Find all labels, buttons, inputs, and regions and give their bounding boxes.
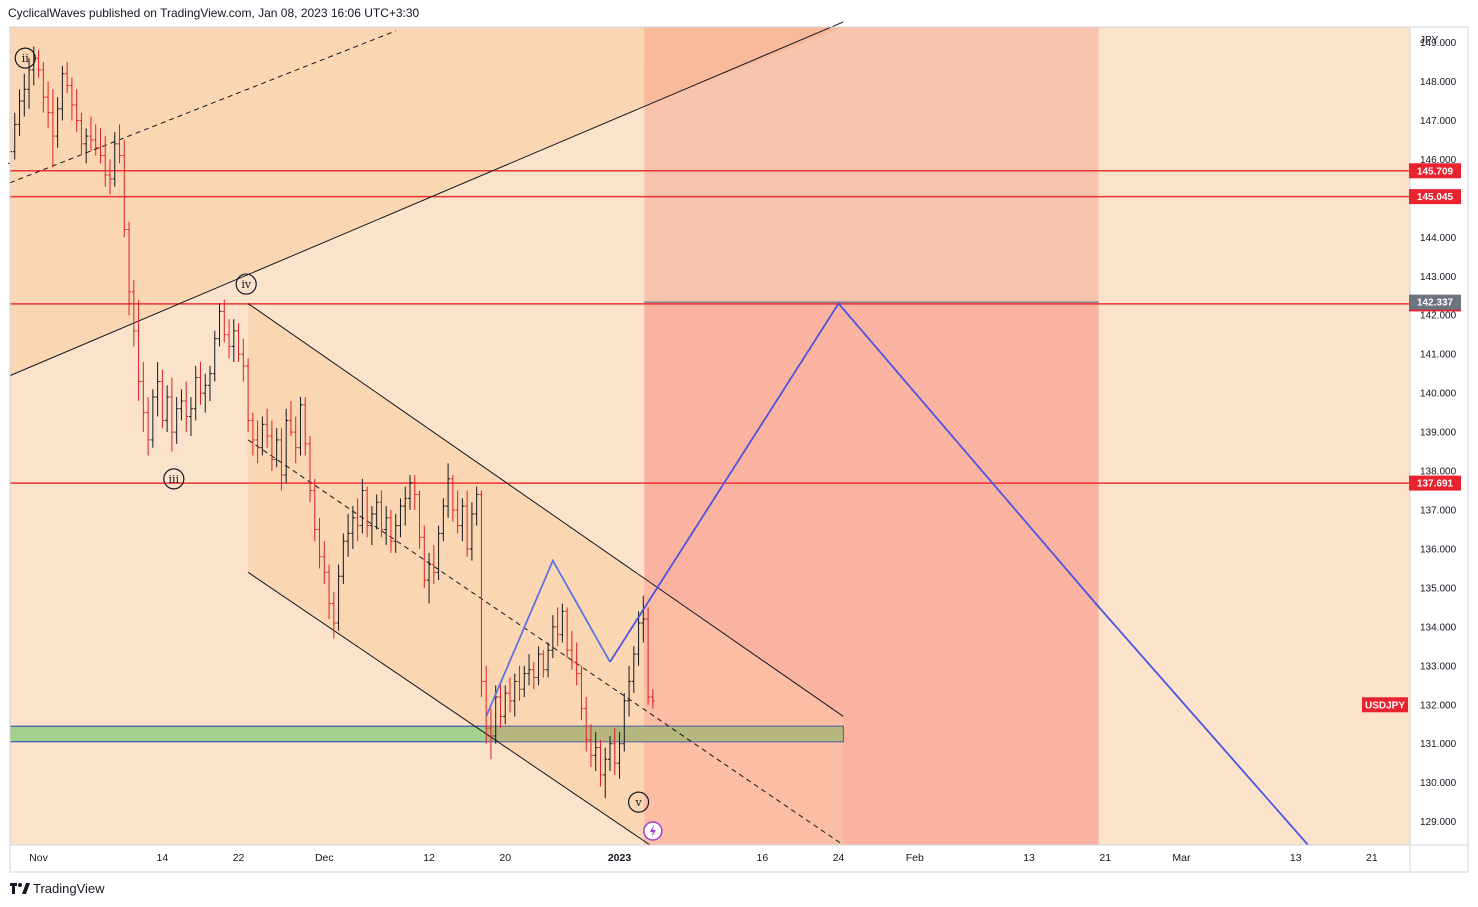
price-tick-6: 143.000 bbox=[1420, 272, 1457, 283]
price-tick-0: 149.000 bbox=[1420, 38, 1457, 49]
descending-channel-mid[interactable] bbox=[247, 439, 844, 846]
price-tick-7: 142.000 bbox=[1420, 311, 1457, 322]
time-tick-8: 24 bbox=[833, 852, 845, 864]
price-tick-3: 146.000 bbox=[1420, 155, 1457, 166]
tradingview-brand: TradingView bbox=[33, 881, 105, 896]
price-tick-2: 147.000 bbox=[1420, 116, 1457, 127]
time-tick-7: 16 bbox=[757, 852, 769, 864]
wave-label-0: ii bbox=[22, 52, 30, 65]
target-zone-channel-overlap bbox=[644, 27, 844, 107]
chart-frame bbox=[9, 26, 1469, 873]
price-tick-13: 136.000 bbox=[1420, 544, 1457, 555]
time-tick-0: Nov bbox=[29, 852, 48, 864]
level-badge-0-bg bbox=[1409, 163, 1461, 179]
wave-label-circle-2 bbox=[235, 273, 257, 295]
price-tick-16: 133.000 bbox=[1420, 661, 1457, 672]
price-tick-14: 135.000 bbox=[1420, 583, 1457, 594]
price-tick-15: 134.000 bbox=[1420, 622, 1457, 633]
level-badge-1-bg bbox=[1409, 189, 1461, 205]
price-tick-8: 141.000 bbox=[1420, 350, 1457, 361]
wave-label-circle-0 bbox=[14, 47, 36, 69]
time-tick-11: 21 bbox=[1099, 852, 1111, 864]
descending-channel-lower[interactable] bbox=[247, 571, 651, 846]
candles bbox=[8, 46, 655, 799]
wave-label-circle-1 bbox=[163, 468, 185, 490]
axes: JPY149.000148.000147.000146.000145.00014… bbox=[9, 26, 1469, 873]
upper-channel-shade bbox=[10, 27, 645, 376]
wave-label-circle-3 bbox=[627, 791, 650, 813]
price-axis-currency: JPY bbox=[1420, 35, 1439, 46]
price-badge-0-bg bbox=[1409, 294, 1461, 310]
target-zone-channel-lower bbox=[644, 578, 844, 845]
price-tick-1: 148.000 bbox=[1420, 77, 1457, 88]
projection-path bbox=[485, 301, 1309, 846]
support-zone-overlap bbox=[486, 726, 844, 742]
wave-label-1: iii bbox=[169, 473, 180, 486]
symbol-badge: USDJPY bbox=[1365, 700, 1405, 711]
price-tick-5: 144.000 bbox=[1420, 233, 1457, 244]
wave-label-3: v bbox=[634, 796, 642, 809]
time-tick-4: 12 bbox=[423, 852, 435, 864]
time-tick-2: 22 bbox=[233, 852, 245, 864]
time-tick-9: Feb bbox=[906, 852, 924, 864]
publish-header: CyclicalWaves published on TradingView.c… bbox=[8, 6, 420, 20]
price-tick-11: 138.000 bbox=[1420, 467, 1457, 478]
time-tick-3: Dec bbox=[315, 852, 334, 864]
tradingview-logo[interactable]: TradingView bbox=[10, 881, 105, 896]
level-badge-3: 137.691 bbox=[1417, 479, 1454, 490]
level-badge-0: 145.709 bbox=[1417, 166, 1454, 177]
price-tick-12: 137.000 bbox=[1420, 506, 1457, 517]
time-tick-14: 21 bbox=[1366, 852, 1378, 864]
price-tick-9: 140.000 bbox=[1420, 389, 1457, 400]
background-zones bbox=[9, 27, 1410, 845]
lightning-icon-bolt bbox=[649, 825, 656, 837]
price-tick-18: 131.000 bbox=[1420, 739, 1457, 750]
rising-channel-line[interactable] bbox=[9, 21, 844, 377]
projection-abc[interactable] bbox=[485, 558, 611, 717]
level-badge-1: 145.045 bbox=[1417, 192, 1454, 203]
time-tick-5: 20 bbox=[499, 852, 511, 864]
price-tick-10: 139.000 bbox=[1420, 428, 1457, 439]
projection-main[interactable] bbox=[609, 302, 1309, 846]
symbol-badge-bg bbox=[1362, 697, 1408, 713]
price-badge-0: 142.337 bbox=[1417, 298, 1454, 309]
time-tick-13: 13 bbox=[1290, 852, 1302, 864]
trend-lines bbox=[9, 21, 1410, 846]
wave-label-2: iv bbox=[241, 278, 252, 291]
level-badge-3-bg bbox=[1409, 475, 1461, 491]
rising-channel-dashed[interactable] bbox=[9, 30, 396, 184]
time-tick-6: 2023 bbox=[608, 852, 632, 864]
time-tick-12: Mar bbox=[1172, 852, 1191, 864]
descending-channel-upper[interactable] bbox=[247, 303, 844, 717]
price-tick-20: 129.000 bbox=[1420, 817, 1457, 828]
time-tick-10: 13 bbox=[1023, 852, 1035, 864]
time-tick-1: 14 bbox=[157, 852, 169, 864]
price-tick-17: 132.000 bbox=[1420, 700, 1457, 711]
tradingview-logo-icon bbox=[10, 883, 30, 894]
price-tick-19: 130.000 bbox=[1420, 778, 1457, 789]
